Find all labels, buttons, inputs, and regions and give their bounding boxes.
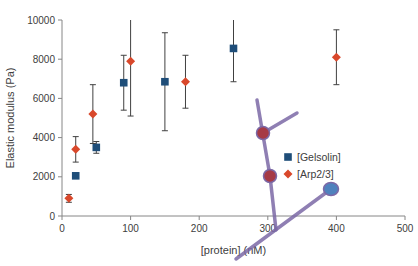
y-tick	[58, 98, 62, 99]
x-axis	[62, 216, 405, 217]
error-bar	[128, 20, 134, 116]
y-tick	[58, 20, 62, 21]
error-cap	[90, 84, 96, 85]
x-tick	[199, 216, 200, 220]
x-tick	[267, 216, 268, 220]
error-bar	[162, 33, 168, 131]
point	[71, 145, 80, 154]
filament	[270, 176, 276, 230]
x-tick-label: 100	[122, 223, 139, 234]
error-cap	[182, 108, 188, 109]
error-bar	[121, 55, 127, 110]
x-tick-label: 0	[59, 223, 65, 234]
error-cap	[231, 81, 237, 82]
x-tick-label: 400	[328, 223, 345, 234]
point	[88, 110, 97, 119]
x-tick	[62, 216, 63, 220]
filament	[257, 100, 270, 176]
error-line	[130, 20, 131, 116]
branch-diagram	[236, 100, 339, 259]
y-tick-label: 6000	[33, 93, 56, 104]
error-cap	[73, 136, 79, 137]
error-cap	[93, 141, 99, 142]
chart: 02000400060008000100000100200300400500[p…	[0, 0, 418, 266]
y-axis	[62, 20, 63, 216]
point	[64, 194, 73, 203]
filament	[236, 189, 331, 259]
y-tick	[58, 176, 62, 177]
error-cap	[128, 116, 134, 117]
plot-marks	[64, 20, 341, 203]
legend-marker	[284, 153, 292, 161]
error-cap	[333, 84, 339, 85]
point	[72, 172, 80, 180]
legend-label: [Arp2/3]	[297, 168, 334, 180]
y-tick-label: 8000	[33, 54, 56, 65]
error-cap	[182, 55, 188, 56]
error-cap	[162, 32, 168, 33]
x-tick	[130, 216, 131, 220]
point	[332, 53, 341, 62]
error-cap	[333, 29, 339, 30]
error-cap	[90, 143, 96, 144]
point	[181, 77, 190, 86]
point	[93, 144, 101, 152]
y-tick-label: 0	[49, 211, 55, 222]
x-tick-label: 500	[397, 223, 414, 234]
y-tick-label: 2000	[33, 171, 56, 182]
x-tick-label: 200	[191, 223, 208, 234]
gelsolin-cap	[324, 183, 339, 196]
point	[230, 45, 238, 53]
y-tick	[58, 137, 62, 138]
error-cap	[162, 130, 168, 131]
error-cap	[93, 153, 99, 154]
legend-label: [Gelsolin]	[297, 151, 341, 163]
legend-marker	[284, 170, 293, 179]
error-cap	[121, 110, 127, 111]
arp-node	[264, 170, 277, 183]
y-axis-label: Elastic modulus (Pa)	[4, 68, 16, 169]
y-tick	[58, 59, 62, 60]
error-cap	[121, 55, 127, 56]
error-bar	[231, 20, 237, 82]
x-tick	[336, 216, 337, 220]
point	[120, 79, 128, 87]
arp-node	[257, 127, 270, 140]
error-cap	[73, 162, 79, 163]
point	[161, 78, 169, 86]
y-tick-label: 4000	[33, 132, 56, 143]
x-tick	[405, 216, 406, 220]
y-tick-label: 10000	[27, 15, 55, 26]
legend: [Gelsolin] [Arp2/3]	[284, 151, 341, 180]
point	[126, 57, 135, 66]
y-tick	[58, 216, 62, 217]
